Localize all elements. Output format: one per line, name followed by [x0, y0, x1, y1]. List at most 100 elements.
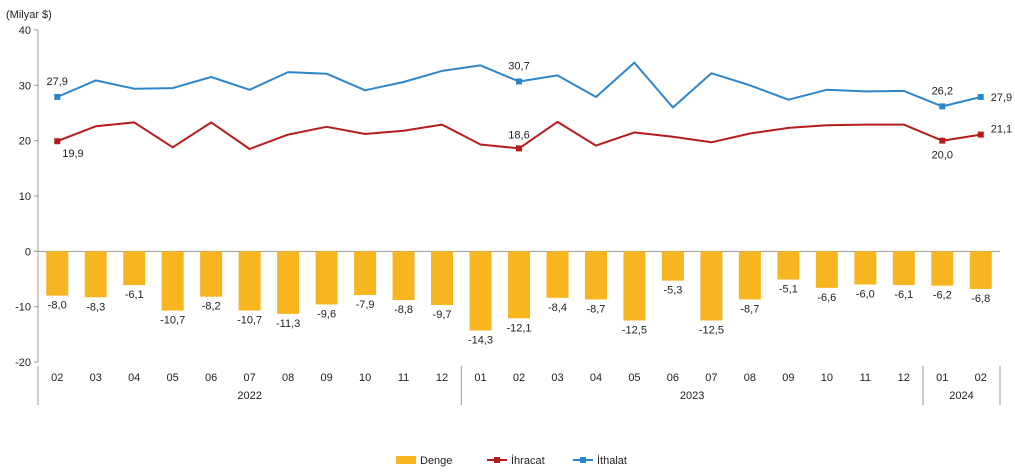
x-tick-label: 06 — [667, 372, 679, 384]
line-value-label: 18,6 — [508, 129, 529, 141]
point-marker-ihracat — [54, 138, 61, 145]
bar-denge — [546, 251, 569, 298]
line-value-label: 19,9 — [62, 148, 83, 160]
x-tick-label: 09 — [320, 372, 332, 384]
line-value-label: 26,2 — [932, 85, 953, 97]
bar-value-label: -8,8 — [394, 304, 413, 316]
bar-value-label: -11,3 — [276, 318, 300, 330]
bar-value-label: -6,2 — [933, 290, 952, 302]
bar-denge — [200, 251, 223, 297]
x-tick-label: 04 — [128, 372, 140, 384]
bar-denge — [238, 251, 261, 311]
line-value-label: 30,7 — [508, 60, 529, 72]
bar-value-label: -10,7 — [237, 315, 262, 327]
bar-denge — [508, 251, 530, 319]
x-tick-label: 01 — [474, 372, 486, 384]
bar-denge — [392, 251, 415, 301]
x-tick-label: 08 — [282, 372, 294, 384]
point-marker-ithalat — [977, 93, 984, 100]
x-tick-label: 01 — [936, 372, 948, 384]
x-tick-label: 02 — [975, 372, 987, 384]
y-tick-label: 30 — [19, 80, 31, 92]
x-tick-label: 08 — [744, 372, 756, 384]
point-marker-ithalat — [939, 103, 946, 110]
bar-value-label: -10,7 — [160, 315, 185, 327]
bar-denge — [854, 251, 877, 285]
point-marker-ithalat — [54, 93, 61, 100]
line-value-label: 27,9 — [991, 92, 1012, 104]
x-tick-label: 10 — [359, 372, 371, 384]
bar-value-label: -14,3 — [468, 334, 493, 346]
bar-denge — [738, 251, 761, 300]
point-marker-ihracat — [939, 137, 946, 144]
line-value-label: 20,0 — [932, 150, 953, 162]
bar-value-label: -8,7 — [586, 303, 605, 315]
bar-value-label: -5,3 — [663, 285, 682, 297]
bar-value-label: -8,2 — [202, 301, 221, 313]
line-value-label: 27,9 — [47, 76, 68, 88]
legend-label-ihracat: İhracat — [511, 454, 545, 467]
bar-value-label: -6,8 — [971, 293, 990, 305]
bar-denge — [777, 251, 800, 280]
x-tick-label: 03 — [90, 372, 102, 384]
y-tick-label: 20 — [19, 136, 31, 148]
year-label: 2024 — [949, 390, 973, 402]
bar-value-label: -8,4 — [548, 302, 567, 314]
legend-marker-ithalat — [580, 457, 586, 463]
y-tick-label: 40 — [19, 25, 31, 37]
bar-denge — [969, 251, 992, 289]
bar-value-label: -8,0 — [48, 300, 67, 312]
x-tick-label: 04 — [590, 372, 602, 384]
y-tick-label: 0 — [25, 246, 31, 258]
bar-denge — [123, 251, 146, 286]
bar-value-label: -6,0 — [856, 289, 875, 301]
bar-value-label: -8,7 — [740, 303, 759, 315]
bar-value-label: -12,5 — [622, 325, 647, 337]
bar-value-label: -9,6 — [317, 308, 336, 320]
x-tick-label: 10 — [821, 372, 833, 384]
x-tick-label: 03 — [551, 372, 563, 384]
point-marker-ithalat — [516, 78, 522, 85]
bar-denge — [354, 251, 377, 296]
x-tick-label: 06 — [205, 372, 217, 384]
y-tick-label: 10 — [19, 191, 31, 203]
bar-value-label: -12,5 — [699, 325, 724, 337]
x-tick-label: 07 — [705, 372, 717, 384]
point-marker-ihracat — [977, 131, 984, 138]
year-label: 2023 — [680, 390, 704, 402]
line-value-label: 21,1 — [991, 124, 1012, 136]
x-tick-label: 12 — [898, 372, 910, 384]
x-tick-label: 09 — [782, 372, 794, 384]
bar-value-label: -6,1 — [894, 289, 913, 301]
bar-denge — [584, 251, 607, 300]
x-tick-label: 02 — [513, 372, 525, 384]
bar-denge — [623, 251, 646, 321]
bar-denge — [661, 251, 684, 281]
x-tick-label: 02 — [51, 372, 63, 384]
x-tick-label: 07 — [244, 372, 256, 384]
bar-denge — [931, 251, 954, 286]
bar-value-label: -8,3 — [86, 301, 105, 313]
x-tick-label: 12 — [436, 372, 448, 384]
bar-denge — [315, 251, 338, 305]
bar-denge — [431, 251, 454, 306]
bar-denge — [277, 251, 300, 314]
bar-value-label: -7,9 — [356, 299, 375, 311]
legend-marker-ihracat — [494, 457, 500, 463]
bar-denge — [161, 251, 184, 311]
bar-denge — [46, 251, 69, 296]
bar-denge — [84, 251, 107, 298]
bar-denge — [700, 251, 723, 321]
year-label: 2022 — [237, 390, 261, 402]
bar-value-label: -5,1 — [779, 284, 798, 296]
y-tick-label: -20 — [15, 357, 31, 369]
x-tick-label: 05 — [167, 372, 179, 384]
bar-value-label: -6,1 — [125, 289, 144, 301]
bar-value-label: -6,6 — [817, 292, 836, 304]
bar-value-label: -12,1 — [506, 322, 531, 334]
bar-denge — [892, 251, 915, 286]
x-tick-label: 11 — [860, 372, 871, 384]
y-axis-unit-label: (Milyar $) — [6, 9, 52, 21]
legend-label-ithalat: İthalat — [597, 454, 627, 467]
